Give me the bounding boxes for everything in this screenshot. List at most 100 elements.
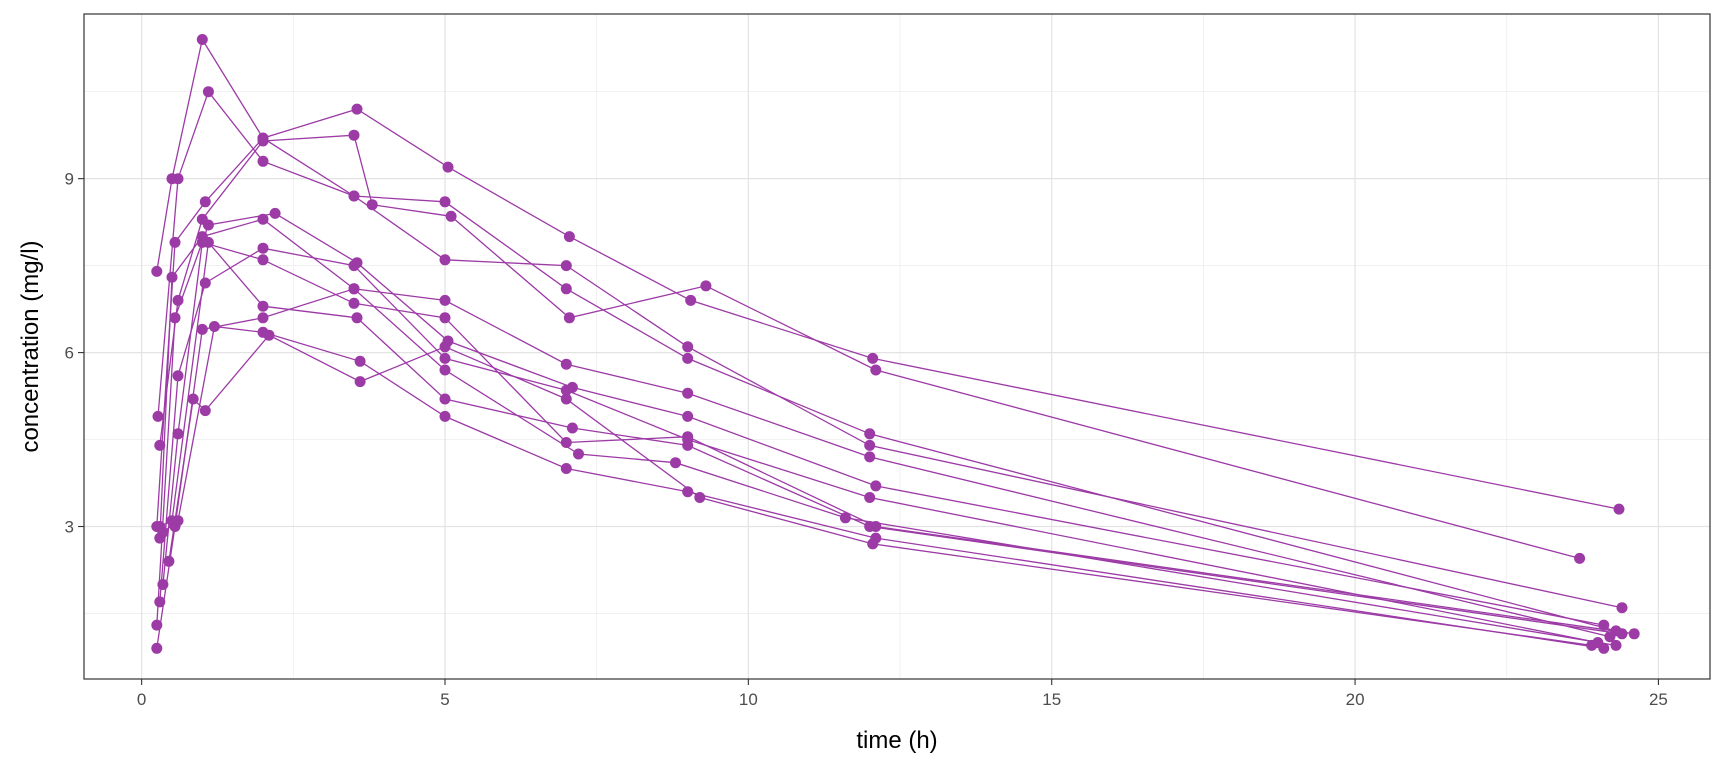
data-point [351, 103, 363, 115]
plot-panel-border [83, 13, 1711, 680]
data-point [172, 428, 184, 440]
data-point [151, 642, 163, 654]
data-point [202, 86, 214, 98]
data-point [172, 370, 184, 382]
data-point [1586, 639, 1598, 651]
data-point [439, 364, 451, 376]
data-point [202, 236, 214, 248]
data-point [1598, 642, 1610, 654]
data-point [166, 271, 178, 283]
data-point [864, 521, 876, 532]
data-point [682, 431, 694, 443]
data-point [560, 260, 572, 272]
data-point [257, 155, 269, 167]
data-point [257, 312, 269, 324]
data-point [870, 480, 882, 492]
data-point [169, 312, 181, 324]
data-point [348, 190, 360, 202]
minor-gridlines [84, 14, 1710, 679]
data-point [154, 439, 166, 451]
data-point [348, 283, 360, 295]
series-9 [154, 236, 1628, 640]
x-tick-label: 5 [440, 690, 449, 709]
data-point [257, 135, 269, 147]
data-point [348, 260, 360, 272]
data-point [560, 393, 572, 405]
data-point [685, 294, 697, 306]
data-point [439, 341, 451, 353]
data-point [154, 596, 166, 608]
data-point [263, 329, 275, 341]
data-point [152, 410, 164, 422]
data-point [199, 196, 211, 208]
major-gridlines [84, 14, 1710, 679]
axis-ticks: 0 5 10 15 20 25 3 6 9 [65, 170, 1668, 709]
series-line [162, 325, 1604, 649]
data-point [1604, 631, 1616, 643]
x-tick-label: 10 [739, 690, 758, 709]
data-point [870, 364, 882, 376]
x-tick-label: 15 [1042, 690, 1061, 709]
data-point [257, 300, 269, 312]
series-2 [152, 86, 1628, 614]
series-5 [154, 213, 1616, 643]
data-point [366, 199, 378, 211]
series-line [159, 240, 1623, 635]
data-point [187, 393, 199, 405]
data-point [439, 312, 451, 324]
data-point [560, 358, 572, 370]
x-tick-label: 0 [137, 690, 146, 709]
data-point [351, 312, 363, 324]
data-point [169, 236, 181, 248]
data-point [439, 352, 451, 364]
x-tick-label: 20 [1346, 690, 1365, 709]
data-point [670, 457, 681, 469]
x-tick-label: 25 [1649, 690, 1668, 709]
data-point [1610, 639, 1622, 651]
data-point [563, 312, 575, 324]
data-point [682, 439, 694, 451]
data-point [1613, 503, 1625, 515]
series-line [156, 212, 1604, 626]
series-6 [151, 207, 1610, 631]
data-point [202, 219, 214, 231]
y-tick-label: 9 [65, 170, 74, 189]
data-point [864, 428, 876, 440]
data-point [257, 242, 269, 254]
data-point [257, 254, 269, 266]
data-point [864, 439, 876, 451]
series-3 [151, 103, 1625, 532]
data-point [439, 254, 451, 266]
data-point [1598, 619, 1610, 631]
data-point [1616, 628, 1628, 640]
data-point [864, 451, 876, 463]
series-line [159, 218, 1611, 638]
series-12 [163, 329, 1598, 651]
y-tick-label: 6 [65, 344, 74, 363]
series-line [157, 90, 1623, 609]
data-point [839, 512, 851, 524]
data-point [864, 492, 876, 503]
data-point [208, 321, 220, 332]
data-point [172, 173, 184, 185]
data-point [682, 352, 694, 364]
x-axis-title: time (h) [856, 727, 937, 754]
data-point [196, 34, 208, 45]
data-point [1628, 628, 1640, 640]
data-point [560, 384, 572, 396]
data-point [445, 210, 457, 222]
data-point [566, 422, 578, 434]
data-point [348, 129, 360, 141]
data-point [682, 387, 694, 399]
data-point [694, 492, 706, 503]
data-point [563, 231, 575, 243]
data-point [354, 376, 366, 388]
data-point [151, 265, 163, 277]
data-point [573, 448, 584, 460]
data-point [1574, 552, 1586, 564]
data-point [682, 410, 694, 422]
series-line [162, 241, 1635, 635]
series-line [156, 108, 1620, 527]
